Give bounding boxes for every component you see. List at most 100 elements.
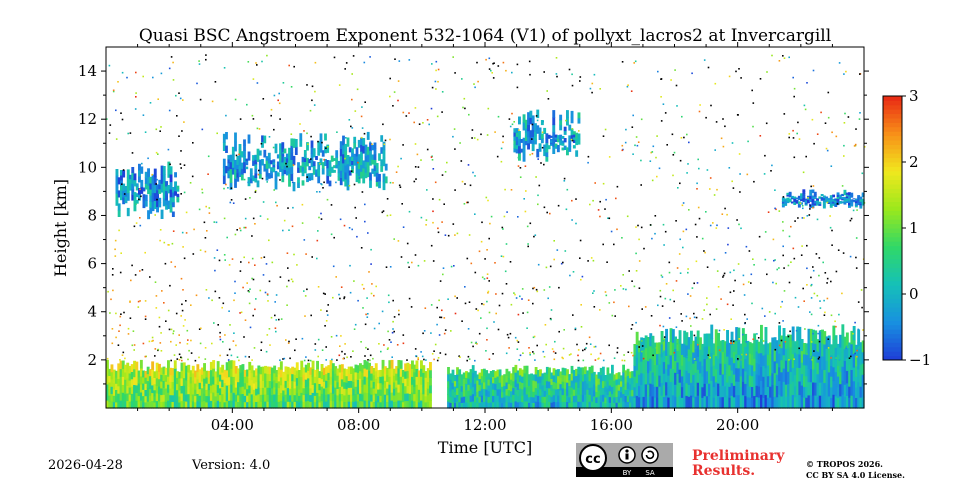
colorbar-segment [883, 206, 902, 211]
colorbar-segment [883, 320, 902, 326]
colorbar-segment [883, 148, 902, 154]
colorbar-segment [883, 228, 902, 233]
copyright-notice: © TROPOS 2026. CC BY SA 4.0 License. [806, 459, 905, 481]
date-label: 2026-04-28 [48, 458, 123, 473]
colorbar-segment [883, 355, 902, 361]
colorbar-segment [883, 201, 902, 207]
colorbar-segment [883, 135, 902, 141]
colorbar-segment [883, 294, 902, 299]
colorbar-segment [883, 192, 902, 198]
colorbar-segment [883, 316, 902, 321]
colorbar-segment [883, 109, 902, 115]
svg-text:cc: cc [585, 452, 600, 467]
colorbar-segment [883, 100, 902, 106]
x-tick-label: 20:00 [716, 416, 759, 434]
colorbar-tick-label: −1 [909, 351, 931, 369]
colorbar-segment [883, 166, 902, 172]
colorbar-segment [883, 276, 902, 282]
colorbar-tick-label: 0 [909, 285, 919, 303]
colorbar-segment [883, 153, 902, 159]
colorbar-segment [883, 144, 902, 150]
cc-by-label: BY [623, 469, 632, 477]
colorbar-segment [883, 113, 902, 119]
colorbar-segment [883, 267, 902, 273]
cc-icon [579, 444, 607, 472]
x-tick-label: 04:00 [211, 416, 254, 434]
y-tick-label: 6 [87, 255, 97, 273]
colorbar-segment [883, 250, 902, 255]
preliminary-line-2: Results. [692, 463, 756, 479]
copyright-line-2: CC BY SA 4.0 License. [806, 470, 905, 480]
colorbar-segment [883, 232, 902, 238]
colorbar-segment [883, 346, 902, 352]
preliminary-notice: Preliminary Results. [692, 449, 784, 479]
colorbar-segment [883, 179, 902, 185]
y-tick-label: 2 [87, 351, 97, 369]
colorbar-tick-label: 3 [909, 87, 919, 105]
colorbar-segment [883, 351, 902, 357]
colorbar-segment [883, 223, 902, 229]
y-tick-label: 8 [87, 206, 97, 224]
colorbar-segment [883, 342, 902, 348]
x-tick-label: 08:00 [337, 416, 380, 434]
colorbar-segment [883, 258, 902, 264]
colorbar-segment [883, 298, 902, 304]
version-label: Version: 4.0 [192, 458, 271, 473]
colorbar-segment [883, 285, 902, 291]
colorbar-segment [883, 214, 902, 220]
feature-1 [447, 364, 634, 409]
colorbar-segment [883, 329, 902, 335]
chart-title: Quasi BSC Angstroem Exponent 532-1064 (V… [139, 26, 831, 46]
plot-area [106, 47, 866, 409]
colorbar-segment [883, 338, 902, 343]
y-tick-label: 10 [78, 158, 97, 176]
colorbar-segment [883, 140, 902, 145]
colorbar-segment [883, 197, 902, 203]
colorbar-segment [883, 245, 902, 251]
colorbar-segment [883, 188, 902, 194]
cc-license-badge: cc BY SA [576, 443, 673, 477]
colorbar-segment [883, 184, 902, 189]
colorbar-segment [883, 162, 902, 167]
feature-3 [115, 161, 180, 220]
y-tick-label: 4 [87, 303, 97, 321]
colorbar-segment [883, 118, 902, 123]
colorbar-segment [883, 272, 902, 277]
colorbar-segment [883, 236, 902, 242]
colorbar-segment [883, 210, 902, 216]
y-tick-label: 12 [78, 110, 97, 128]
feature-0 [106, 359, 432, 409]
colorbar-segment [883, 126, 902, 132]
y-axis-label: Height [km] [51, 179, 70, 277]
copyright-line-1: © TROPOS 2026. [806, 459, 883, 469]
colorbar-segment [883, 263, 902, 269]
colorbar-segment [883, 219, 902, 225]
colorbar-segment [883, 104, 902, 110]
colorbar-segment [883, 280, 902, 286]
preliminary-line-1: Preliminary [692, 448, 785, 464]
colorbar-segment [883, 333, 902, 339]
feature-5 [513, 109, 581, 162]
colorbar-segment [883, 241, 902, 247]
colorbar-segment [883, 289, 902, 295]
colorbar-segment [883, 311, 902, 317]
axes: 04:00 08:00 12:00 16:00 20:00 2 4 6 8 10 12 14 [78, 42, 869, 434]
colorbar-segment [883, 122, 902, 128]
noise-speckle [106, 54, 866, 362]
feature-6 [781, 189, 865, 209]
x-tick-label: 12:00 [463, 416, 506, 434]
x-axis-label: Time [UTC] [438, 438, 532, 457]
cc-sa-label: SA [645, 469, 655, 477]
colorbar-segment [883, 96, 902, 101]
share-alike-icon [641, 446, 659, 464]
feature-2 [633, 324, 865, 409]
colorbar-segment [883, 302, 902, 308]
y-tick-label: 14 [78, 62, 97, 80]
colorbar-segment [883, 175, 902, 181]
colorbar-tick-label: 2 [909, 153, 919, 171]
colorbar-segment [883, 170, 902, 176]
colorbar-segment [883, 254, 902, 260]
colorbar-tick-label: 1 [909, 219, 919, 237]
colorbar-segment [883, 131, 902, 137]
